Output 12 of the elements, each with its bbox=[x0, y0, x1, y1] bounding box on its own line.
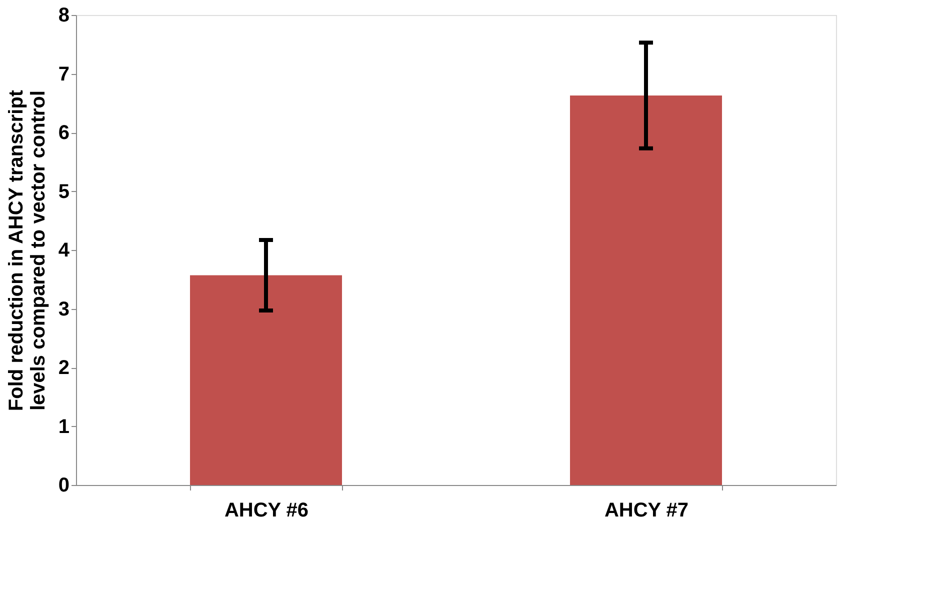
y-tick-label: 5 bbox=[58, 180, 70, 203]
x-tick-label: AHCY #7 bbox=[604, 500, 689, 522]
y-tick-label: 3 bbox=[58, 298, 70, 320]
y-tick-label: 4 bbox=[58, 240, 70, 262]
y-tick-label: 0 bbox=[58, 474, 70, 496]
y-tick-label: 7 bbox=[58, 63, 70, 86]
y-tick-label: 1 bbox=[58, 416, 70, 438]
y-axis-title: Fold reduction in AHCY transcript levels compared to vector control bbox=[5, 90, 50, 412]
y-tick-label: 8 bbox=[58, 4, 70, 26]
y-tick-label: 6 bbox=[58, 122, 70, 144]
x-tick-label: AHCY #6 bbox=[224, 500, 309, 522]
y-tick-label: 2 bbox=[58, 357, 70, 379]
